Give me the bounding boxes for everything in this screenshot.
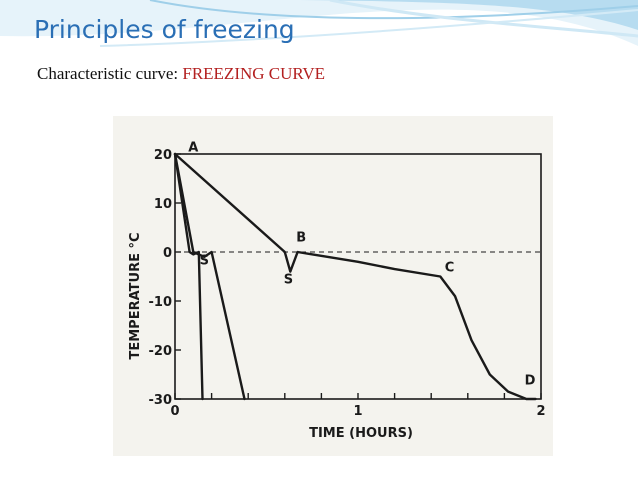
freezing-curve-line: [173, 152, 204, 401]
y-tick-label: 0: [163, 246, 172, 261]
point-label: S: [284, 272, 293, 287]
slide-subtitle: Characteristic curve: FREEZING CURVE: [37, 64, 325, 84]
y-tick-label: -10: [149, 295, 173, 310]
subtitle-highlight: FREEZING CURVE: [182, 64, 326, 83]
freezing-curve-line: [173, 152, 537, 401]
series-group: [173, 152, 537, 401]
x-tick-label: 1: [353, 404, 362, 419]
freezing-curve-figure: 0 1 2 20 10 0 -10 -20 -30 A S B S C D TIME (HOURS) TE…: [113, 116, 553, 456]
point-label: D: [525, 373, 536, 388]
x-tick-label: 2: [536, 404, 545, 419]
point-label: B: [296, 231, 306, 246]
point-label: A: [188, 141, 198, 156]
freezing-curve-chart: 0 1 2 20 10 0 -10 -20 -30 A S B S C D TIME (HOURS) TE…: [128, 141, 546, 441]
point-label: S: [200, 253, 209, 268]
y-tick-label: 20: [154, 148, 172, 163]
axes-group: 0 1 2 20 10 0 -10 -20 -30: [149, 148, 546, 419]
subtitle-prefix: Characteristic curve:: [37, 64, 183, 83]
x-axis-label: TIME (HOURS): [309, 426, 413, 441]
x-tick-label: 0: [170, 404, 179, 419]
y-tick-label: -20: [149, 344, 173, 359]
freezing-curve-line: [173, 152, 246, 401]
y-tick-label: 10: [154, 197, 172, 212]
header-swoosh: [0, 0, 638, 47]
y-axis-label: TEMPERATURE °C: [128, 232, 143, 359]
plot-frame: [174, 153, 542, 400]
labels-group: A S B S C D: [188, 141, 535, 389]
y-tick-label: -30: [149, 393, 173, 408]
point-label: C: [445, 261, 455, 276]
slide-title: Principles of freezing: [34, 15, 295, 44]
